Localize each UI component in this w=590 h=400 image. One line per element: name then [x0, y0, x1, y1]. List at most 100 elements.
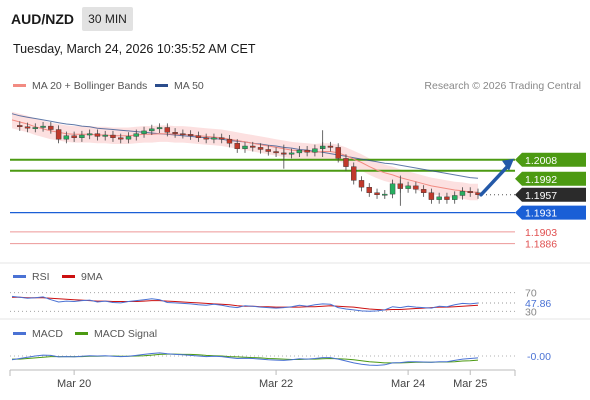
rsi-line — [11, 295, 479, 312]
level-label-support-5: 1.1886 — [525, 239, 557, 251]
candle-body — [102, 134, 108, 137]
chart-header: AUD/NZD 30 MIN Tuesday, March 24, 2026 1… — [0, 0, 590, 70]
macd-label: MACD — [32, 328, 63, 340]
candle-body — [203, 137, 209, 140]
candle-body — [149, 128, 155, 132]
candle-body — [24, 126, 31, 129]
rsi-label: RSI — [32, 271, 50, 283]
ma20-swatch — [13, 83, 26, 87]
level-value-resistance-0: 1.2008 — [525, 155, 557, 167]
level-tag-pivot-3 — [515, 205, 586, 220]
candle-body — [55, 129, 62, 140]
candle-body — [459, 191, 466, 196]
level-tag-resistance-1 — [515, 171, 586, 186]
legend-macd-signal: MACD Signal — [75, 328, 157, 340]
candle-body — [40, 125, 46, 128]
candle-body — [312, 148, 318, 153]
candle-body — [351, 166, 357, 181]
candle-body — [242, 145, 248, 149]
candle-body — [164, 127, 171, 133]
candle-body — [335, 147, 341, 159]
rsi-swatch — [13, 274, 26, 278]
x-tick-label-0: Mar 20 — [57, 378, 91, 390]
candle-body — [389, 183, 396, 195]
candle-body — [296, 149, 303, 154]
candle-body — [467, 191, 473, 193]
candle-body — [79, 134, 85, 138]
candle-body — [218, 137, 225, 140]
candle-body — [304, 149, 310, 153]
candle-body — [125, 136, 132, 140]
candle-body — [32, 127, 38, 129]
candle-body — [226, 138, 233, 144]
forecast-arrow-shaft — [479, 163, 511, 197]
level-tag-resistance-0 — [515, 152, 586, 167]
candle-body — [428, 192, 435, 200]
legend-rsi-ma: 9MA — [62, 271, 103, 283]
candle-body — [156, 127, 163, 130]
research-credit: Research © 2026 Trading Central — [424, 80, 581, 92]
candle-body — [366, 187, 372, 193]
rsi-ma-line — [12, 296, 479, 311]
ma20-label: MA 20 + Bollinger Bands — [32, 80, 148, 92]
candle-body — [265, 149, 271, 152]
legend-ma50: MA 50 — [155, 80, 204, 92]
level-label-support-4: 1.1903 — [525, 227, 557, 239]
candle-body — [118, 137, 124, 140]
candle-body — [141, 130, 147, 134]
legend-ma20: MA 20 + Bollinger Bands — [13, 80, 147, 92]
candle-body — [358, 180, 365, 188]
macd-swatch — [13, 331, 26, 335]
candle-body — [172, 132, 178, 134]
candle-body — [327, 145, 334, 148]
macd-current-value: -0.00 — [527, 351, 551, 363]
candle-body — [452, 195, 458, 200]
timeframe-badge[interactable]: 30 MIN — [82, 7, 133, 31]
timestamp: Tuesday, March 24, 2026 10:35:52 AM CET — [13, 42, 256, 56]
candle-body — [48, 125, 54, 130]
candle-body — [180, 133, 186, 136]
candle-body — [110, 134, 116, 138]
candle-body — [343, 158, 349, 167]
level-value-price-2: 1.1957 — [525, 190, 557, 202]
macd-pane: -0.00 — [10, 351, 551, 366]
candle-body — [436, 196, 442, 200]
x-tick-label-2: Mar 24 — [391, 378, 425, 390]
rsi-current-value: 47.86 — [525, 298, 551, 310]
level-value-resistance-1: 1.1992 — [525, 174, 557, 186]
candle-body — [288, 152, 295, 155]
candle-body — [187, 134, 194, 136]
candle-body — [94, 133, 101, 137]
candle-body — [63, 135, 70, 140]
x-tick-label-3: Mar 25 — [453, 378, 487, 390]
macd-signal-label: MACD Signal — [94, 328, 158, 340]
x-tick-label-1: Mar 22 — [259, 378, 293, 390]
candle-body — [211, 137, 217, 140]
candle-body — [195, 135, 202, 138]
forecast-arrow-head — [502, 158, 514, 171]
level-tag-price-2 — [515, 187, 586, 202]
candle-body — [374, 192, 380, 196]
candle-body — [273, 151, 279, 154]
candle-body — [133, 133, 139, 137]
legend-rsi: RSI — [13, 271, 50, 283]
candle-body — [405, 185, 411, 189]
candle-body — [234, 143, 240, 149]
candle-body — [17, 125, 23, 127]
candle-body — [257, 147, 264, 150]
legend-macd: MACD — [13, 328, 63, 340]
candle-body — [71, 135, 77, 138]
rsi-level-label-1: 30 — [525, 306, 537, 318]
macd-line — [11, 352, 479, 366]
rsi-ma-swatch — [62, 274, 75, 278]
x-axis: Mar 20 Mar 22 Mar 24 Mar 25 — [57, 370, 487, 390]
candle-body — [86, 133, 93, 136]
candle-body — [444, 196, 450, 200]
ma50-swatch — [155, 83, 168, 87]
rsi-level-label-0: 70 — [525, 288, 537, 300]
candle-body — [382, 193, 388, 196]
symbol-title: AUD/NZD — [11, 11, 74, 27]
